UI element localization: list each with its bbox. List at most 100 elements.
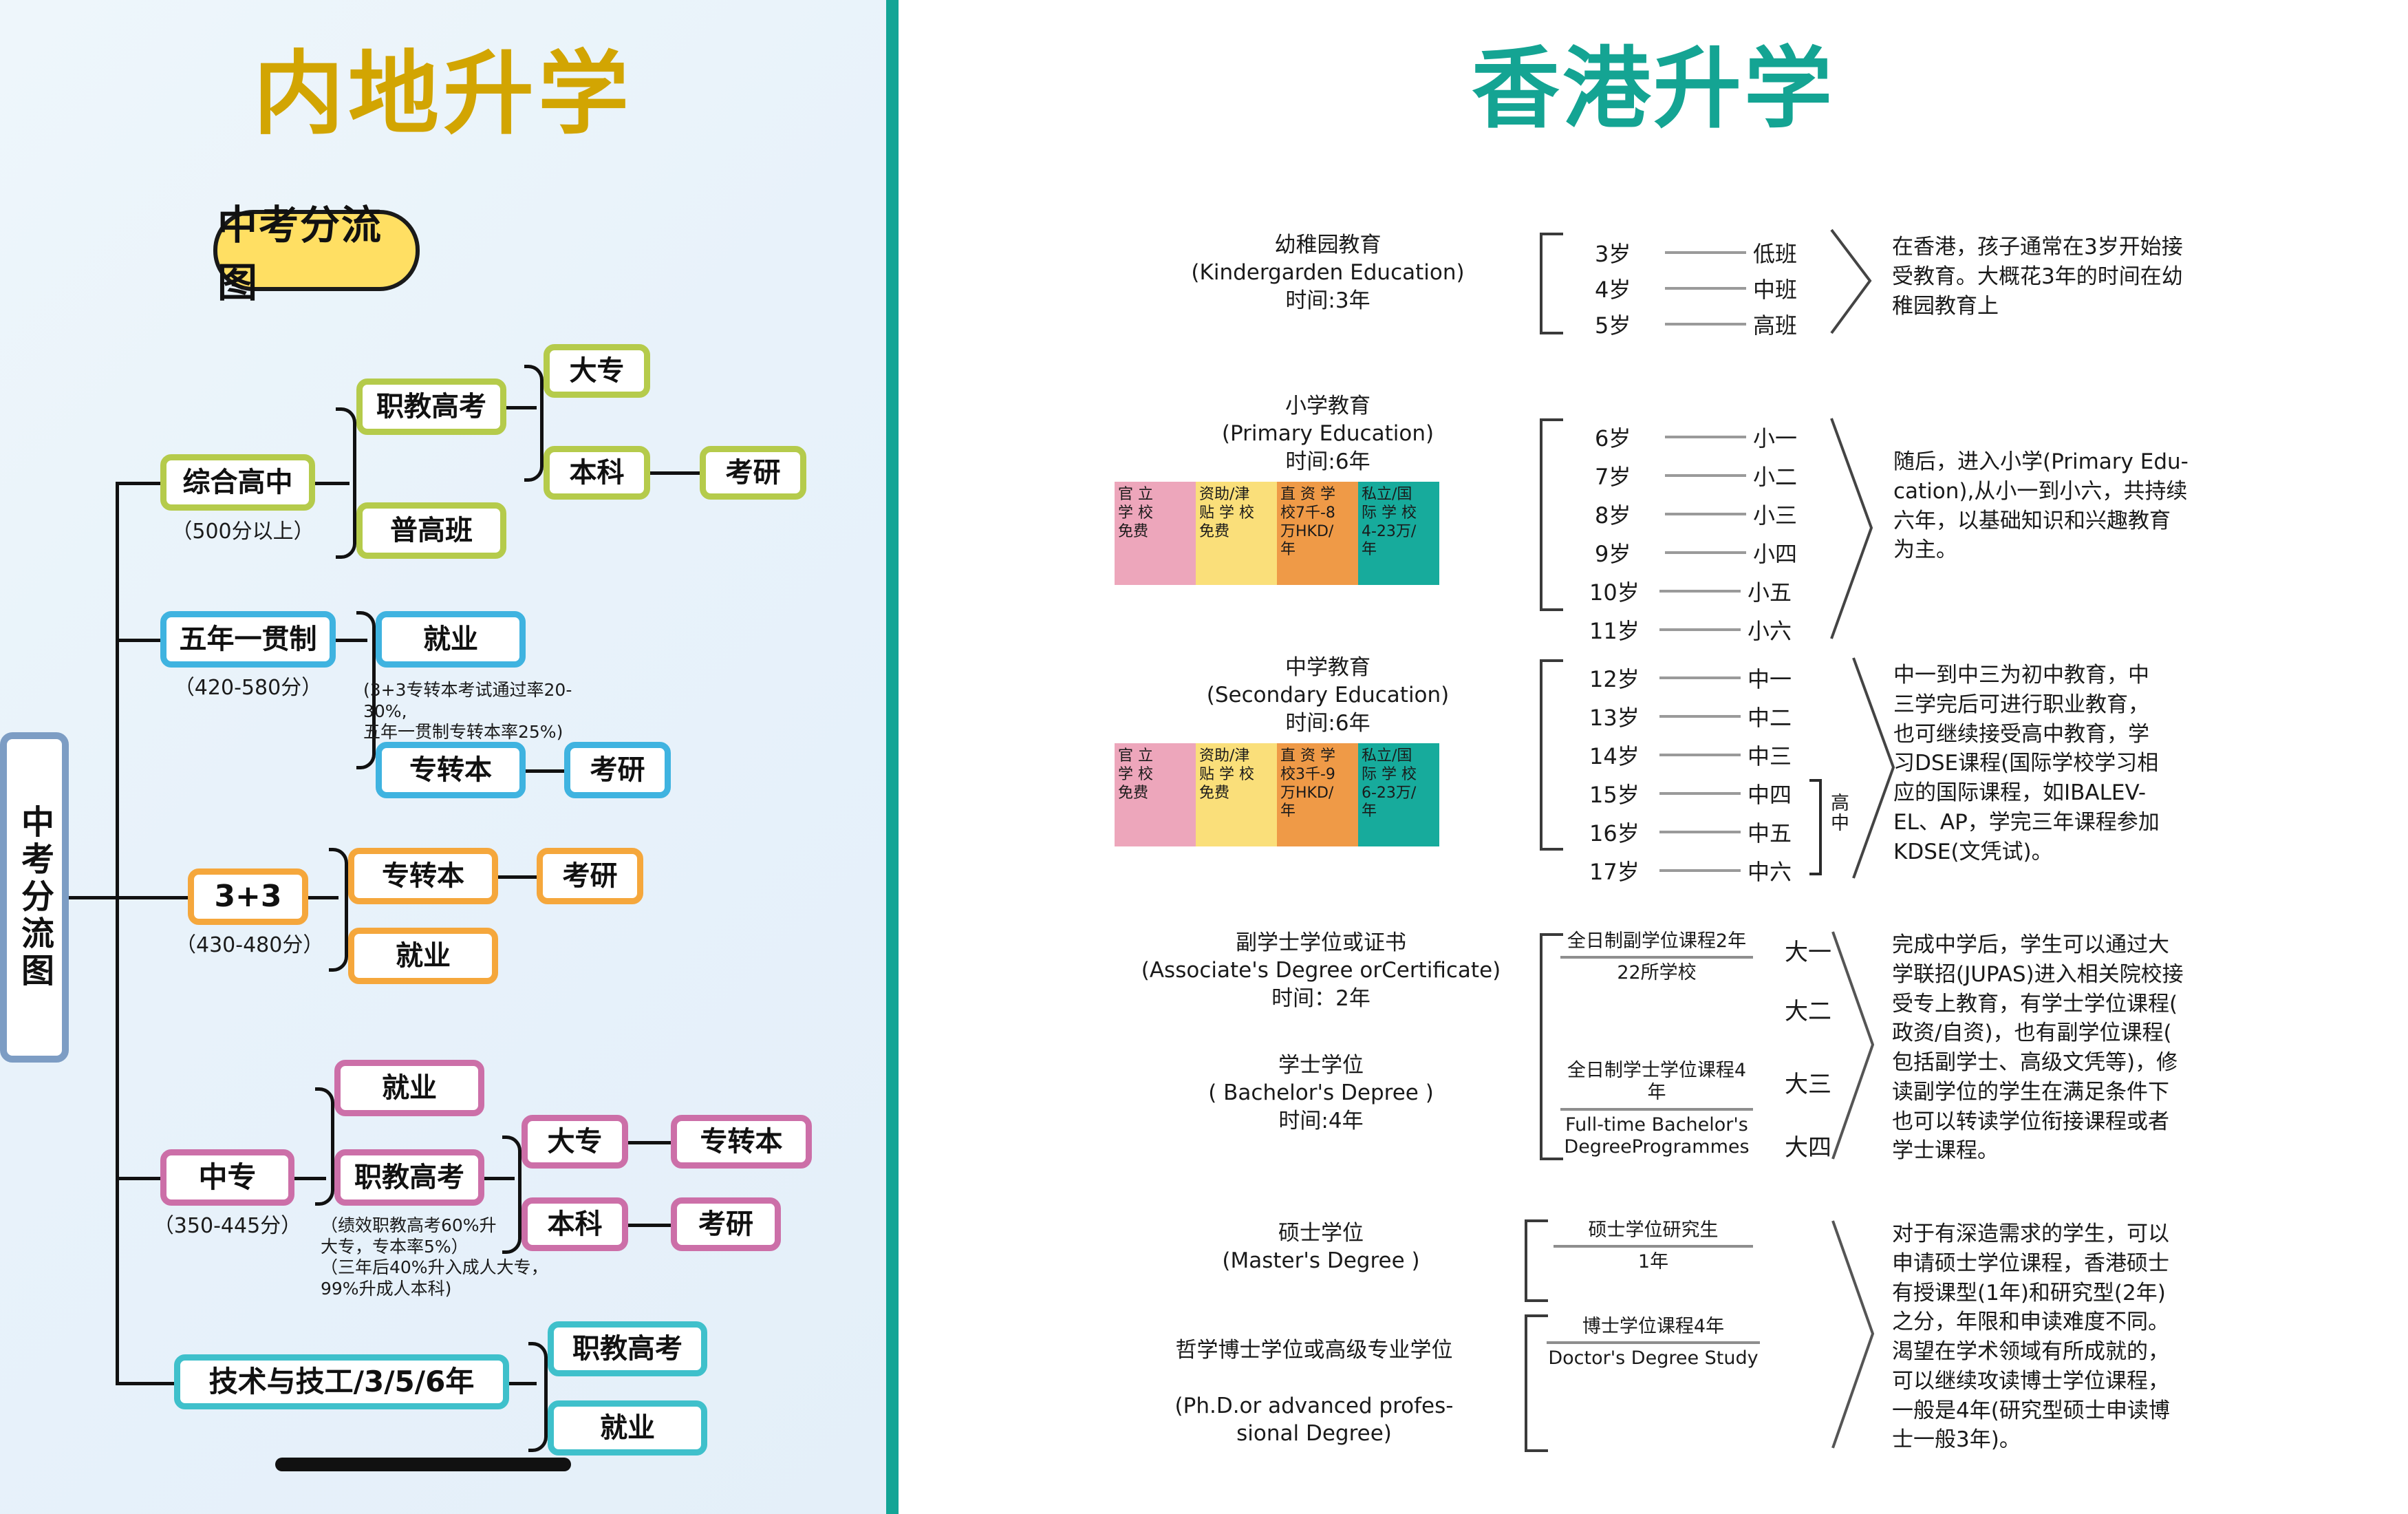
node-zhuanzhuanben-3[interactable]: 专转本 (671, 1115, 812, 1169)
dash-line (1665, 287, 1746, 290)
agerow-kg-3: 5岁 高班 (1595, 308, 1829, 340)
mainland-title: 内地升学 (253, 41, 633, 147)
note-wunian-rate: (3+3专转本考试通过率20-30%, 五年一贯制专转本率25%) (363, 680, 572, 742)
chevron-secondary-icon (1852, 657, 1895, 879)
dash-line (1659, 831, 1741, 833)
fee-cell-private: 私立/国 际 学 校 4-23万/ 年 (1358, 482, 1439, 585)
age-label: 8岁 (1595, 502, 1631, 529)
node-kaoyan-3[interactable]: 考研 (537, 848, 643, 904)
agerow-sec-1: 12岁 中一 (1589, 662, 1823, 694)
stage-bach-cn: 学士学位 (1278, 1053, 1364, 1078)
trunk-vertical (116, 482, 119, 1382)
agerow-pri-6: 11岁 小六 (1589, 614, 1823, 646)
root-node-box: 中考分流图 (0, 732, 69, 1063)
node-dazhuan-2[interactable]: 大专 (522, 1115, 628, 1169)
root-node-label: 中考分流图 (15, 804, 54, 990)
stage-pri-en: (Primary Education) (1221, 421, 1434, 447)
fee-cell-dsg: 直 资 学 校3千-9 万HKD/ 年 (1277, 743, 1358, 846)
trunk-stub (69, 896, 117, 899)
node-benke-1[interactable]: 本科 (544, 446, 650, 500)
fee-table-secondary: 官 立 学 校 免费 资助/津 贴 学 校 免费 直 资 学 校3千-9 万HK… (1115, 743, 1439, 846)
hongkong-title: 香港升学 (1471, 38, 1835, 140)
node-benke-2[interactable]: 本科 (522, 1197, 628, 1251)
grade-label: 小三 (1753, 502, 1798, 529)
b1-sub-bracket (524, 365, 544, 482)
fee-cell-official: 官 立 学 校 免费 (1115, 743, 1196, 846)
node-zhongzhuan[interactable]: 中专 (160, 1149, 294, 1206)
node-zonghe-gaozhong[interactable]: 综合高中 (160, 454, 315, 511)
node-kaoyan-2[interactable]: 考研 (564, 742, 671, 798)
agerow-sec-3: 14岁 中三 (1589, 739, 1823, 771)
age-label: 7岁 (1595, 464, 1631, 490)
stage-pri-cn: 小学教育 (1285, 394, 1370, 418)
node-zhijiao-gaokao-1[interactable]: 职教高考 (356, 378, 506, 435)
stage-kg-en: (Kindergarden Education) (1191, 260, 1465, 286)
program-bach-bottom: Full-time Bachelor's DegreeProgrammes (1564, 1113, 1750, 1158)
uni-year-4: 大四 (1785, 1134, 1831, 1162)
node-zhuanzhuanben-2[interactable]: 专转本 (348, 848, 498, 904)
dash-line (1665, 251, 1746, 254)
grade-label: 小二 (1753, 464, 1798, 490)
fee-cell-aided: 资助/津 贴 学 校 免费 (1196, 743, 1277, 846)
node-kaoyan-4[interactable]: 考研 (671, 1197, 781, 1251)
node-zhijiao-gaokao-2[interactable]: 职教高考 (334, 1149, 484, 1206)
dash-line (1659, 715, 1741, 718)
brace-secondary (1540, 659, 1563, 851)
program-phd-top: 博士学位课程4年 (1582, 1316, 1725, 1337)
grade-label: 中班 (1753, 277, 1798, 303)
node-jiuye-4[interactable]: 就业 (548, 1400, 707, 1456)
node-jiuye-3[interactable]: 就业 (334, 1060, 484, 1116)
node-kaoyan-1[interactable]: 考研 (700, 446, 806, 500)
program-assoc-bottom: 22所学校 (1617, 962, 1697, 984)
node-wunian-yiguanzhi[interactable]: 五年一贯制 (160, 611, 336, 668)
node-3plus3[interactable]: 3+3 (188, 868, 308, 925)
grade-label: 小四 (1753, 541, 1798, 567)
age-label: 4岁 (1595, 277, 1631, 303)
node-jiuye-1[interactable]: 就业 (376, 611, 526, 668)
branch1-bracket (336, 407, 356, 559)
branch1-connector (116, 482, 160, 485)
desc-primary: 随后，进入小学(Primary Edu- cation),从小一到小六，共持续 … (1893, 449, 2189, 563)
chevron-postgrad-icon (1831, 1220, 1875, 1449)
node-pugao-ban[interactable]: 普高班 (356, 502, 506, 559)
node-jiuye-2[interactable]: 就业 (348, 928, 498, 984)
node-zhijiao-gaokao-3[interactable]: 职教高考 (548, 1321, 707, 1376)
uni-year-1: 大一 (1785, 939, 1831, 966)
b4-kaoyan-link (628, 1224, 671, 1227)
senior-secondary-label: 高中 (1827, 793, 1849, 833)
branch5-out (509, 1382, 537, 1385)
age-label: 6岁 (1595, 425, 1631, 451)
branch2-bracket (356, 611, 376, 769)
b2-kaoyan-link (526, 769, 564, 773)
agerow-pri-5: 10岁 小五 (1589, 575, 1823, 607)
agerow-sec-6: 17岁 中六 (1589, 855, 1823, 886)
b3-kaoyan-link (498, 875, 537, 879)
branch2-connector (116, 639, 160, 642)
program-divider (1560, 956, 1753, 959)
note-zhongzhuan-score: （350-445分） (153, 1214, 302, 1238)
stage-kg-dur: 时间:3年 (1285, 288, 1370, 313)
program-assoc-top: 全日制副学位课程2年 (1567, 930, 1747, 952)
stage-phd-cn: 哲学博士学位或高级专业学位 (1175, 1338, 1453, 1363)
note-3plus3-score: （430-480分） (175, 933, 324, 957)
node-jishu-jigong[interactable]: 技术与技工/3/5/6年 (174, 1354, 509, 1409)
stage-kindergarten: 幼稚园教育 (Kindergarden Education) 时间:3年 (1115, 231, 1541, 314)
fee-cell-aided: 资助/津 贴 学 校 免费 (1196, 482, 1277, 585)
desc-tertiary: 完成中学后，学生可以通过大 学联招(JUPAS)进入相关院校接 受专上教育，有学… (1892, 932, 2184, 1164)
stage-master-cn: 硕士学位 (1278, 1221, 1364, 1246)
stage-sec-dur: 时间:6年 (1285, 710, 1370, 736)
stage-secondary: 中学教育 (Secondary Education) 时间:6年 (1115, 654, 1541, 737)
note-zonghe-score: （500分以上） (171, 520, 314, 544)
grade-label: 中四 (1748, 782, 1792, 808)
program-bachelor: 全日制学士学位课程4年 Full-time Bachelor's DegreeP… (1560, 1060, 1753, 1159)
b1-sub-out (506, 406, 537, 409)
node-zhuanzhuanben-1[interactable]: 专转本 (376, 742, 526, 798)
age-label: 16岁 (1589, 820, 1640, 846)
node-dazhuan-1[interactable]: 大专 (544, 344, 650, 398)
panel-divider (886, 0, 899, 1514)
mainland-panel: 内地升学 中考分流图 中考分流图 综合高中 （500分以上） 职教高考 普高班 … (0, 0, 886, 1514)
chevron-tertiary-icon (1831, 931, 1875, 1160)
agerow-sec-4: 15岁 中四 (1589, 778, 1823, 809)
stage-master: 硕士学位 (Master's Degree ) (1094, 1219, 1548, 1275)
